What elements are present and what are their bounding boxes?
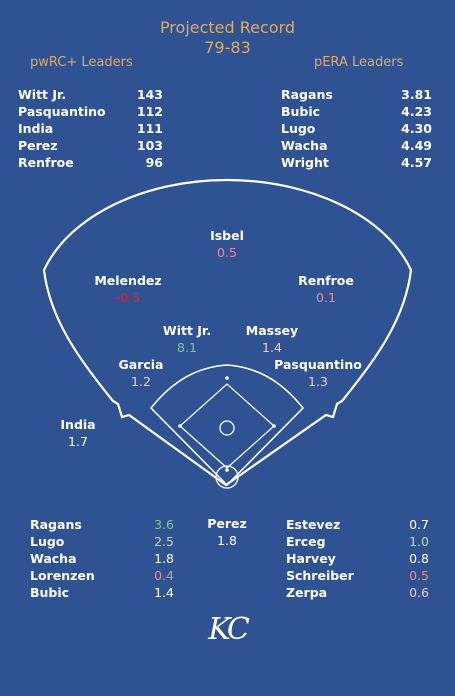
second-base xyxy=(225,376,229,380)
kc-logo-icon: KC xyxy=(208,612,250,647)
player-name: Lorenzen xyxy=(30,568,95,583)
stat-value: 3.81 xyxy=(401,87,432,102)
ss-name: Witt Jr. xyxy=(162,323,212,338)
player-name: Harvey xyxy=(286,551,336,566)
war-value: 0.6 xyxy=(409,585,429,600)
stat-value: 103 xyxy=(136,138,163,153)
war-value: 0.8 xyxy=(409,551,429,566)
dh-name: India xyxy=(60,417,96,432)
player-name: India xyxy=(18,121,54,136)
war-value: 0.7 xyxy=(409,517,429,532)
third-base xyxy=(178,424,182,428)
stat-value: 111 xyxy=(136,121,163,136)
dh-value: 1.7 xyxy=(68,434,88,449)
player-name: Pasquantino xyxy=(18,104,106,119)
cf-value: 0.5 xyxy=(217,245,237,260)
player-name: Renfroe xyxy=(18,155,74,170)
pitchers-mound xyxy=(219,420,235,436)
cf-name: Isbel xyxy=(210,228,244,243)
war-value: 3.6 xyxy=(154,517,174,532)
3b-value: 1.2 xyxy=(131,374,151,389)
home-plate xyxy=(225,468,229,472)
player-name: Estevez xyxy=(286,517,341,532)
rf-value: 0.1 xyxy=(316,290,336,305)
war-value: 0.4 xyxy=(154,568,174,583)
player-name: Witt Jr. xyxy=(18,87,67,102)
first-base xyxy=(272,424,276,428)
3b-name: Garcia xyxy=(118,357,164,372)
player-name: Lugo xyxy=(30,534,65,549)
player-name: Wacha xyxy=(30,551,77,566)
stat-value: 96 xyxy=(145,155,163,170)
war-value: 0.5 xyxy=(409,568,429,583)
player-name: Schreiber xyxy=(286,568,354,583)
ss-value: 8.1 xyxy=(177,340,197,355)
pera-leaders-label: pERA Leaders xyxy=(314,55,404,70)
infield-dirt xyxy=(149,364,305,487)
lf-value: -0.5 xyxy=(115,290,141,305)
2b-name: Massey xyxy=(245,323,299,338)
stat-value: 4.30 xyxy=(401,121,432,136)
1b-name: Pasquantino xyxy=(274,357,362,372)
infield-diamond xyxy=(179,383,275,469)
1b-value: 1.3 xyxy=(308,374,328,389)
pwrc-leaders-label: pwRC+ Leaders xyxy=(30,55,133,70)
war-value: 1.8 xyxy=(154,551,174,566)
rf-name: Renfroe xyxy=(298,273,354,288)
stat-value: 4.23 xyxy=(401,104,432,119)
war-value: 2.5 xyxy=(154,534,174,549)
player-name: Lugo xyxy=(281,121,316,136)
outfield-wall xyxy=(42,178,413,487)
stat-value: 4.57 xyxy=(401,155,432,170)
page-title: Projected Record xyxy=(159,18,296,37)
stat-value: 4.49 xyxy=(401,138,432,153)
war-value: 1.0 xyxy=(409,534,429,549)
2b-value: 1.4 xyxy=(262,340,282,355)
home-plate-circle xyxy=(215,465,239,489)
player-name: Erceg xyxy=(286,534,326,549)
player-name: Perez xyxy=(18,138,58,153)
c-name: Perez xyxy=(207,516,247,531)
stat-value: 143 xyxy=(136,87,163,102)
stat-value: 112 xyxy=(136,104,163,119)
player-name: Ragans xyxy=(30,517,82,532)
player-name: Wright xyxy=(281,155,329,170)
war-value: 1.4 xyxy=(154,585,174,600)
player-name: Ragans xyxy=(281,87,333,102)
player-name: Wacha xyxy=(281,138,328,153)
projected-record: 79-83 xyxy=(204,38,251,57)
c-value: 1.8 xyxy=(217,533,237,548)
player-name: Bubic xyxy=(281,104,321,119)
player-name: Bubic xyxy=(30,585,70,600)
lf-name: Melendez xyxy=(94,273,162,288)
player-name: Zerpa xyxy=(286,585,328,600)
